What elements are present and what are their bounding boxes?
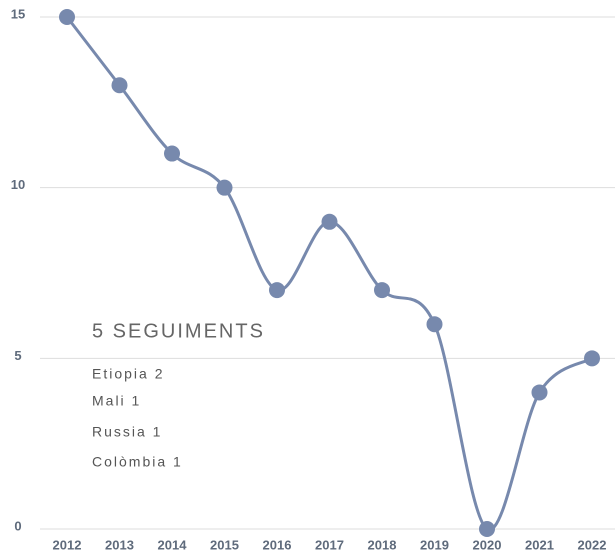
x-tick-label: 2018 xyxy=(368,537,397,552)
x-tick-label: 2015 xyxy=(210,537,239,552)
point xyxy=(216,179,233,196)
x-tick-label: 2022 xyxy=(578,537,607,552)
y-tick-label: 15 xyxy=(11,6,25,21)
point xyxy=(426,316,443,333)
point xyxy=(269,282,285,299)
annotation: Etiopia 2 xyxy=(92,366,164,382)
x-tick-label: 2021 xyxy=(525,537,554,552)
x-tick-label: 2014 xyxy=(158,537,188,552)
x-tick-label: 2012 xyxy=(53,537,82,552)
x-tick-label: 2016 xyxy=(263,537,292,552)
annotation: Russia 1 xyxy=(92,424,162,440)
y-tick-label: 0 xyxy=(14,518,21,533)
annotation-title: 5 SEGUIMENTS xyxy=(92,320,265,342)
point xyxy=(59,9,75,25)
annotation: Mali 1 xyxy=(92,393,141,409)
y-tick-label: 5 xyxy=(14,348,21,363)
point xyxy=(164,145,180,162)
point xyxy=(479,521,495,537)
x-tick-label: 2013 xyxy=(105,537,134,552)
point xyxy=(111,77,128,94)
x-tick-label: 2017 xyxy=(315,537,344,552)
y-tick-label: 10 xyxy=(11,177,25,192)
point xyxy=(531,384,548,401)
x-tick-label: 2019 xyxy=(420,537,449,552)
annotation: Colòmbia 1 xyxy=(92,454,183,470)
point xyxy=(584,350,600,367)
point xyxy=(321,213,338,230)
point xyxy=(374,282,390,299)
x-tick-label: 2020 xyxy=(473,537,502,552)
line xyxy=(65,16,593,532)
